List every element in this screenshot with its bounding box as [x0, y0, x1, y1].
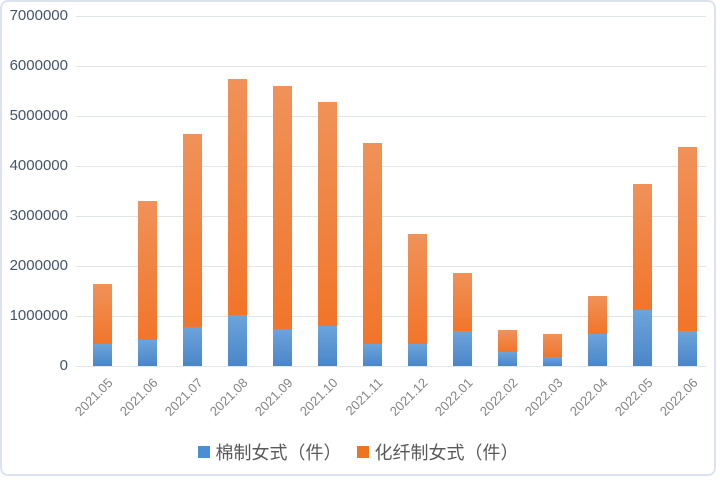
x-axis-tick-label: 2021.11 [342, 375, 386, 419]
y-axis-tick-label: 0 [59, 357, 68, 374]
x-axis-tick-label: 2022.01 [431, 375, 476, 419]
bar-segment-series0 [407, 343, 427, 366]
y-gridline [76, 365, 706, 367]
bar-segment-series0 [182, 327, 202, 366]
x-axis-tick-label: 2021.12 [386, 375, 431, 419]
bar-segment-series0 [677, 331, 697, 366]
x-axis-tick-label: 2021.08 [206, 375, 251, 419]
bar-segment-series0 [362, 344, 382, 366]
bar-segment-series1 [227, 78, 247, 315]
y-axis-tick-label: 2000000 [9, 257, 68, 274]
bar-segment-series1 [452, 273, 472, 331]
y-axis-tick-label: 3000000 [9, 207, 68, 224]
bar-segment-series0 [137, 340, 157, 366]
bar-segment-series1 [182, 133, 202, 327]
y-axis-tick-label: 1000000 [9, 307, 68, 324]
x-axis-tick-label: 2022.06 [656, 375, 701, 419]
x-axis-tick-label: 2022.03 [521, 375, 566, 419]
legend-label-chemical-fiber: 化纤制女式（件） [374, 443, 519, 463]
y-gridline [76, 215, 706, 217]
legend: 棉制女式（件） 化纤制女式（件） [2, 439, 714, 465]
y-gridline [76, 265, 706, 267]
bar-segment-series0 [542, 356, 562, 366]
bar-segment-series1 [137, 201, 157, 340]
x-axis-tick-label: 2021.07 [161, 375, 206, 419]
plot-area: 0 1000000 2000000 3000000 4000000 5000000 6000… [2, 2, 714, 474]
legend-label-cotton: 棉制女式（件） [215, 443, 342, 463]
chemical-fiber-series-swatch-icon [356, 446, 369, 458]
bar-segment-series1 [92, 283, 112, 344]
x-axis-tick-label: 2022.04 [566, 375, 611, 419]
bar-segment-series1 [542, 334, 562, 357]
y-axis-tick-label: 4000000 [9, 157, 68, 174]
bar-segment-series0 [497, 352, 517, 366]
x-axis-tick-label: 2021.06 [116, 375, 161, 419]
bar-segment-series1 [272, 85, 292, 329]
y-gridline [76, 315, 706, 317]
bar-segment-series1 [632, 184, 652, 310]
y-axis-tick-label: 6000000 [9, 57, 68, 74]
x-axis-tick-label: 2021.05 [71, 375, 116, 419]
y-axis-tick-label: 5000000 [9, 107, 68, 124]
bar-segment-series0 [317, 325, 337, 366]
legend-item-cotton: 棉制女式（件） [197, 439, 342, 465]
y-gridline [76, 65, 706, 67]
x-axis-tick-label: 2021.09 [251, 375, 296, 419]
bar-segment-series1 [497, 329, 517, 352]
y-axis-tick-label: 7000000 [9, 7, 68, 24]
bar-segment-series0 [587, 333, 607, 366]
legend-item-chemical-fiber: 化纤制女式（件） [356, 439, 519, 465]
y-gridline [76, 165, 706, 167]
x-axis-tick-label: 2022.02 [476, 375, 521, 419]
y-gridline [76, 15, 706, 17]
x-axis-tick-label: 2021.10 [296, 375, 341, 419]
bar-segment-series1 [587, 296, 607, 334]
bar-segment-series0 [272, 328, 292, 366]
bar-segment-series1 [317, 102, 337, 326]
bar-segment-series1 [677, 147, 697, 331]
bar-segment-series0 [452, 330, 472, 366]
bar-segment-series0 [227, 315, 247, 366]
bar-segment-series1 [407, 233, 427, 344]
y-gridline [76, 115, 706, 117]
x-axis-tick-label: 2022.05 [611, 375, 656, 419]
bar-segment-series0 [632, 310, 652, 366]
bar-segment-series0 [92, 343, 112, 366]
cotton-series-swatch-icon [197, 446, 210, 458]
bar-segment-series1 [362, 143, 382, 344]
